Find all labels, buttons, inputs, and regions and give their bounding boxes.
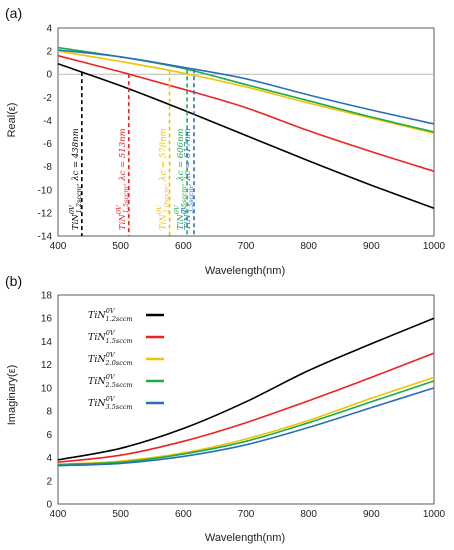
panel-a: (a) Wavelength(nm) Real(ε) 400 500 600 700 8… (5, 5, 446, 277)
a-cross-annotation-2.0sccm: TiN0V2.0sccm, λc = 578nm (156, 128, 171, 230)
a-cross-annotation-1.5sccm: TiN0V1.5sccm, λc = 513nm (115, 128, 130, 230)
b-xtick-label: 1000 (423, 509, 446, 520)
a-xtick-label: 400 (50, 241, 67, 252)
b-ytick-label: 0 (46, 500, 52, 511)
b-legend-label-1.5sccm: TiN0V 1.5sccm (88, 329, 133, 345)
b-legend-label-2.5sccm: TiN0V 2.5sccm (88, 373, 133, 389)
b-ytick-label: 8 (46, 407, 52, 418)
a-ytick-label: -14 (38, 232, 53, 243)
b-plot-frame (57, 294, 435, 505)
b-series-line-2.0sccm (57, 376, 435, 466)
a-xtick-label: 500 (112, 241, 129, 252)
b-series-line-3.5sccm (57, 387, 435, 467)
panel-b-ylabel: Imaginary(ε) (6, 365, 18, 426)
b-ytick-label: 16 (41, 314, 53, 325)
b-ytick-label: 14 (41, 337, 53, 348)
a-ytick-label: -10 (38, 185, 53, 196)
a-ytick-label: -6 (43, 139, 52, 150)
a-plot-frame (57, 27, 435, 237)
a-series-line-2.0sccm (57, 50, 435, 134)
a-cross-annotation-1.2sccm: TiN0V1.2sccm, λc = 438nm (68, 128, 83, 230)
b-ytick-label: 18 (41, 291, 53, 302)
a-xtick-label: 1000 (423, 241, 446, 252)
a-ytick-label: -12 (38, 208, 53, 219)
a-ytick-label: -4 (43, 116, 52, 127)
b-ytick-label: 2 (46, 476, 52, 487)
a-series-line-1.5sccm (57, 54, 435, 173)
a-ytick-label: -2 (43, 93, 52, 104)
b-xtick-label: 500 (112, 509, 129, 520)
a-ytick-label: 4 (46, 24, 52, 35)
a-ytick-label: 0 (46, 70, 52, 81)
panel-b-label: (b) (5, 273, 22, 289)
b-legend-label-1.2sccm: TiN0V 1.2sccm (88, 307, 133, 323)
a-cross-annotation-2.5sccm: TiN0V2.5sccm, λc = 606nm (173, 128, 188, 230)
a-xtick-label: 800 (300, 241, 317, 252)
panel-b-marks: 400 500 600 700 800 900 1000 18 16 14 12 10 8 6 4 2 0 TiN… (41, 291, 446, 521)
b-xtick-label: 400 (50, 509, 67, 520)
b-ytick-label: 4 (46, 453, 52, 464)
panel-a-marks: 400 500 600 700 800 900 1000 4 2 0 -2 -4 -6 -8 -10 -12 -… (38, 24, 446, 253)
panel-a-label: (a) (5, 5, 22, 21)
b-xtick-label: 800 (300, 509, 317, 520)
a-cross-annotation-3.5sccm: TiN0V3.5sccm, λc = 617nm (180, 128, 195, 230)
a-series-line-1.2sccm (57, 63, 435, 210)
panel-a-ylabel: Real(ε) (6, 103, 18, 138)
a-xtick-label: 600 (175, 241, 192, 252)
b-xtick-label: 700 (238, 509, 255, 520)
a-ytick-label: -8 (43, 162, 52, 173)
b-series-line-1.5sccm (57, 352, 435, 463)
a-xtick-label: 700 (238, 241, 255, 252)
a-ytick-label: 2 (46, 47, 52, 58)
b-ytick-label: 6 (46, 430, 52, 441)
a-series-line-3.5sccm (57, 49, 435, 125)
b-ytick-label: 10 (41, 383, 53, 394)
b-legend-label-2.0sccm: TiN0V 2.0sccm (88, 351, 133, 367)
a-xtick-label: 900 (363, 241, 380, 252)
b-ytick-label: 12 (41, 360, 53, 371)
b-xtick-label: 900 (363, 509, 380, 520)
b-legend-label-3.5sccm: TiN0V 3.5sccm (88, 395, 133, 411)
b-xtick-label: 600 (175, 509, 192, 520)
b-series-line-2.5sccm (57, 380, 435, 466)
panel-a-xlabel: Wavelength(nm) (205, 265, 285, 277)
b-series-line-1.2sccm (57, 317, 435, 461)
panel-b: (b) Wavelength(nm) Imaginary(ε) 400 500 60… (5, 273, 446, 544)
panel-b-xlabel: Wavelength(nm) (205, 532, 285, 544)
